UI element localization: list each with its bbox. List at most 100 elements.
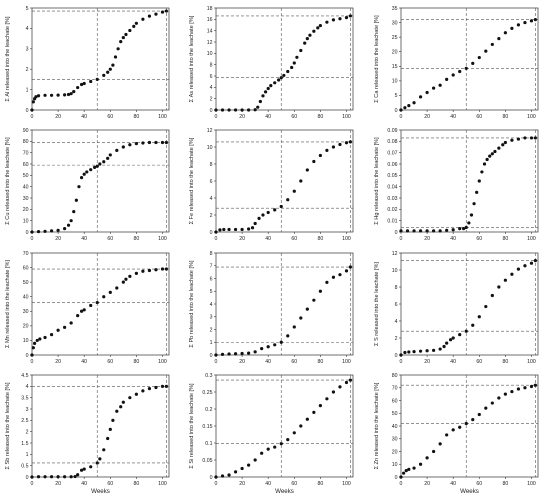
data-point: [108, 153, 112, 157]
data-point: [533, 383, 537, 387]
x-tick-label: 60: [291, 359, 297, 365]
data-point: [448, 338, 453, 342]
data-point: [89, 79, 93, 84]
data-point: [124, 32, 128, 37]
data-point: [31, 346, 35, 350]
data-point: [516, 387, 521, 391]
data-point: [338, 142, 342, 147]
data-point: [160, 140, 165, 145]
data-point: [250, 226, 255, 230]
y-tick-label: 0.5: [21, 463, 28, 469]
y-tick-label: 40: [23, 295, 29, 301]
data-point: [49, 229, 54, 233]
data-point: [533, 18, 537, 22]
data-point: [247, 227, 251, 231]
x-tick-label: 40: [81, 481, 87, 487]
x-axis-label: Weeks: [91, 488, 110, 495]
y-tick-label: 80: [392, 373, 398, 379]
data-point: [338, 385, 342, 389]
data-point: [292, 189, 296, 193]
data-point: [247, 108, 251, 112]
y-tick-label: 4: [210, 85, 213, 91]
panel-zn: 0 10 20 30 40 50 60 70 80 0 20 40 60 80 100 Σ Zn releas…: [374, 373, 539, 495]
data-point: [308, 33, 312, 37]
data-point: [233, 352, 238, 356]
data-point: [438, 442, 442, 446]
y-tick-label: 1.5: [21, 441, 28, 447]
data-point: [134, 142, 138, 146]
data-point: [76, 473, 80, 477]
data-point: [277, 78, 281, 82]
data-point: [432, 86, 436, 90]
data-point: [160, 10, 165, 14]
x-tick-label: 100: [158, 114, 167, 120]
y-tick-label: 6: [210, 276, 213, 282]
y-axis-label: Σ Ca released into the leachate [%]: [374, 15, 380, 103]
data-point: [279, 204, 283, 209]
data-point: [85, 170, 89, 174]
data-point: [344, 380, 349, 385]
data-point: [76, 314, 80, 318]
data-point: [233, 108, 238, 112]
x-tick-label: 60: [107, 481, 113, 487]
x-tick-label: 80: [317, 481, 323, 487]
data-point: [214, 475, 218, 479]
x-tick-label: 60: [107, 114, 113, 120]
y-tick-label: 1: [26, 452, 29, 458]
data-point: [503, 140, 507, 145]
data-point: [399, 108, 403, 112]
data-point: [402, 471, 406, 475]
x-tick-label: 60: [476, 114, 482, 120]
data-point: [63, 93, 67, 97]
data-point: [89, 303, 93, 308]
y-tick-label: 18: [207, 6, 213, 12]
y-tick-label: 60: [392, 398, 398, 404]
y-axis-label: Σ Pb released into the leachate [%]: [189, 260, 195, 348]
y-tick-label: 4: [210, 302, 213, 308]
data-point: [160, 267, 165, 271]
data-point: [154, 140, 158, 145]
y-tick-label: 0.09: [387, 128, 397, 134]
y-tick-label: 50: [23, 280, 29, 286]
plot-frame: [400, 252, 539, 356]
y-tick-label: 2.5: [21, 418, 28, 424]
data-point: [63, 325, 67, 329]
x-tick-label: 20: [55, 359, 61, 365]
plot-frame: [215, 374, 354, 478]
x-tick-label: 60: [107, 359, 113, 365]
data-point: [89, 168, 93, 172]
x-tick-label: 0: [400, 359, 403, 365]
data-point: [63, 227, 67, 231]
data-point: [121, 280, 125, 284]
data-point: [477, 412, 481, 417]
y-tick-label: 7: [210, 264, 213, 270]
data-point: [510, 26, 514, 30]
data-point: [111, 63, 115, 67]
y-tick-label: 50: [23, 173, 29, 179]
x-tick-label: 0: [400, 481, 403, 487]
data-point: [247, 463, 251, 467]
x-axis-label: Weeks: [275, 488, 294, 495]
data-point: [141, 389, 145, 393]
y-tick-label: 14: [207, 28, 213, 34]
data-point: [257, 216, 261, 220]
data-point: [445, 77, 449, 81]
data-point: [124, 277, 128, 281]
data-point: [253, 221, 257, 226]
x-tick-label: 0: [215, 481, 218, 487]
data-point: [510, 389, 514, 394]
data-point: [147, 140, 152, 145]
y-tick-label: 0: [26, 475, 29, 481]
data-point: [220, 108, 225, 112]
y-tick-label: 0.01: [387, 218, 397, 224]
data-point: [299, 179, 303, 183]
y-tick-label: 5: [26, 6, 29, 12]
x-tick-label: 40: [81, 236, 87, 242]
x-tick-label: 80: [133, 359, 139, 365]
data-point: [490, 401, 494, 405]
data-point: [529, 136, 534, 140]
data-point: [72, 90, 76, 94]
data-point: [438, 229, 442, 233]
data-point: [279, 340, 283, 344]
